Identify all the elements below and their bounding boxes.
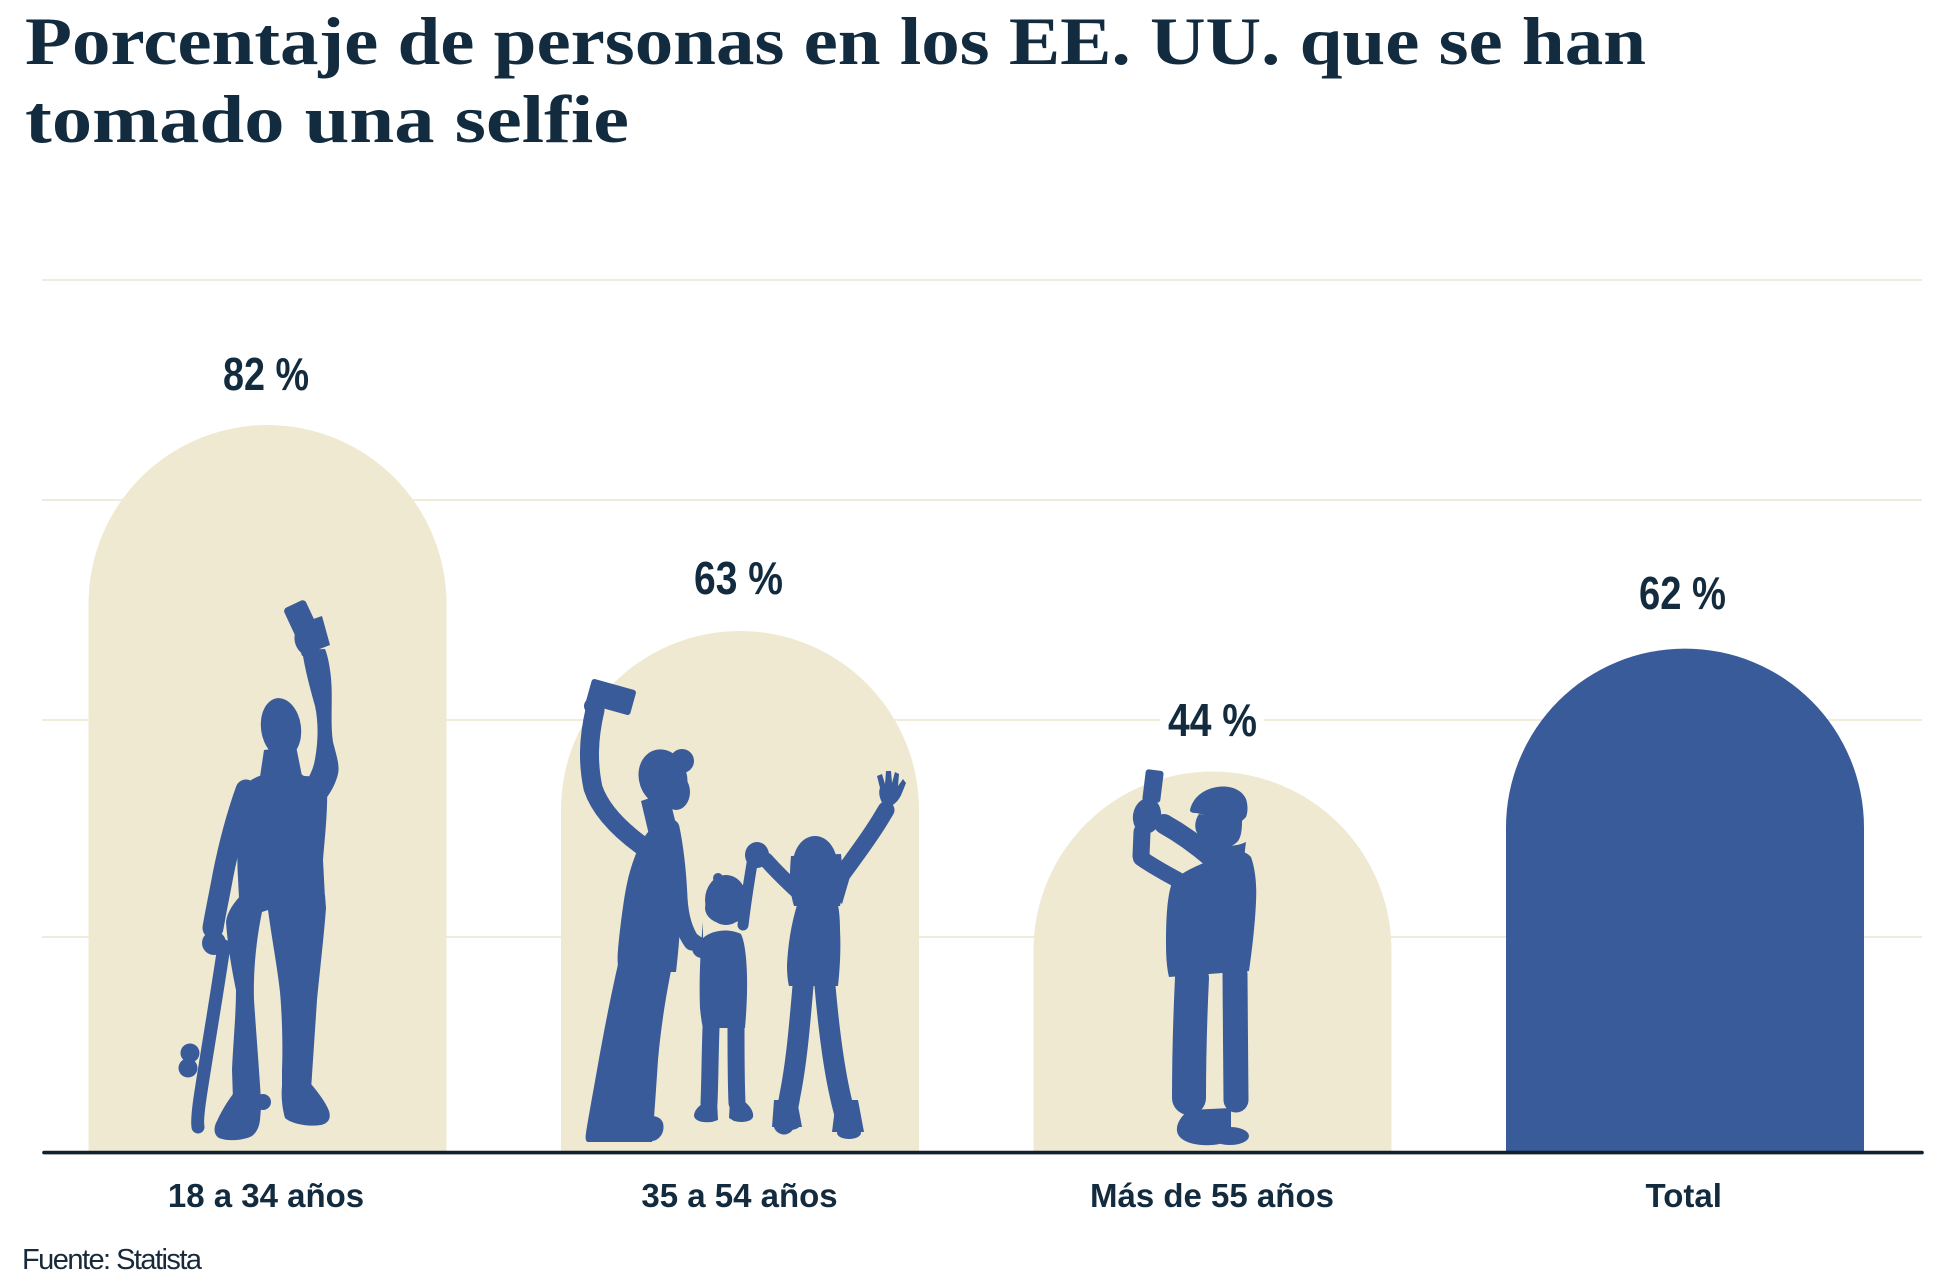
svg-text:tomado una selfie: tomado una selfie bbox=[25, 81, 629, 157]
svg-text:Fuente: Statista: Fuente: Statista bbox=[22, 1244, 203, 1276]
svg-text:Porcentaje de personas en los: Porcentaje de personas en los EE. UU. qu… bbox=[25, 3, 1646, 79]
svg-text:63 %: 63 % bbox=[694, 552, 783, 604]
svg-text:Total: Total bbox=[1646, 1177, 1722, 1214]
svg-text:82 %: 82 % bbox=[223, 348, 309, 400]
svg-text:Más de 55 años: Más de 55 años bbox=[1090, 1177, 1334, 1214]
svg-text:35 a 54 años: 35 a 54 años bbox=[641, 1177, 837, 1214]
svg-text:18 a 34 años: 18 a 34 años bbox=[168, 1177, 364, 1214]
svg-text:62 %: 62 % bbox=[1639, 567, 1726, 619]
svg-text:44 %: 44 % bbox=[1168, 694, 1257, 746]
